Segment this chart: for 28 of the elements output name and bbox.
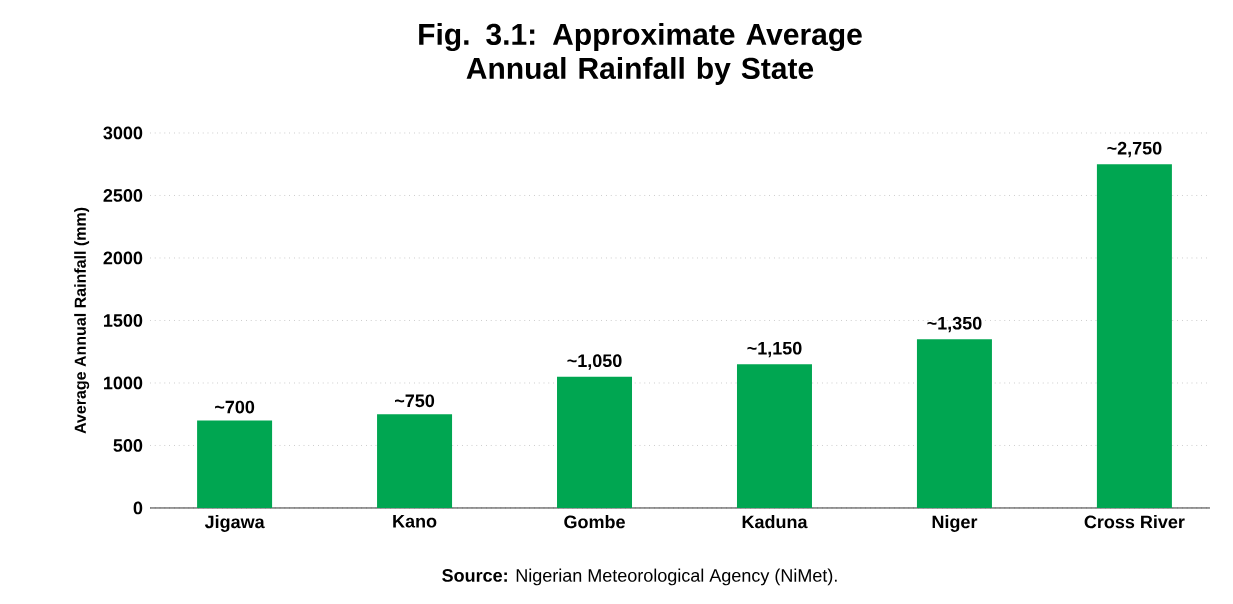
y-tick-label: 2500 [103,189,143,202]
data-label: ~1,050 [567,354,622,370]
bar [557,376,633,508]
data-label: ~2,750 [1107,141,1162,158]
y-tick-label: 1500 [104,314,143,327]
y-tick-label: 1000 [104,376,143,390]
y-tick-label: 2000 [103,251,143,265]
bar [197,420,273,508]
x-tick-label: Kaduna [742,515,808,529]
data-label: ~1,350 [927,316,982,333]
chart-title: Fig. 3.1: Approximate Average Annual Rainfall by State [419,23,862,85]
x-tick-label: Kano [393,515,437,528]
bar [736,364,812,508]
y-tick-label: 3000 [103,126,143,140]
bar [377,414,453,508]
y-axis-title: Average Annual Rainfall (mm) [74,207,90,434]
y-tick-label: 500 [113,439,143,452]
bar [916,339,992,508]
text: Source: Nigerian Meteorological Agency (NiMet). [442,568,837,586]
x-tick-label: Jigawa [204,515,265,532]
data-label: ~700 [215,400,255,414]
data-label: ~1,150 [747,341,802,358]
x-tick-label: Cross River [1084,515,1185,529]
x-tick-label: Gombe [564,515,625,529]
x-tick-label: Niger [932,515,978,532]
bar [1096,164,1172,508]
data-label: ~750 [395,394,435,408]
y-tick-label: 0 [133,501,143,515]
